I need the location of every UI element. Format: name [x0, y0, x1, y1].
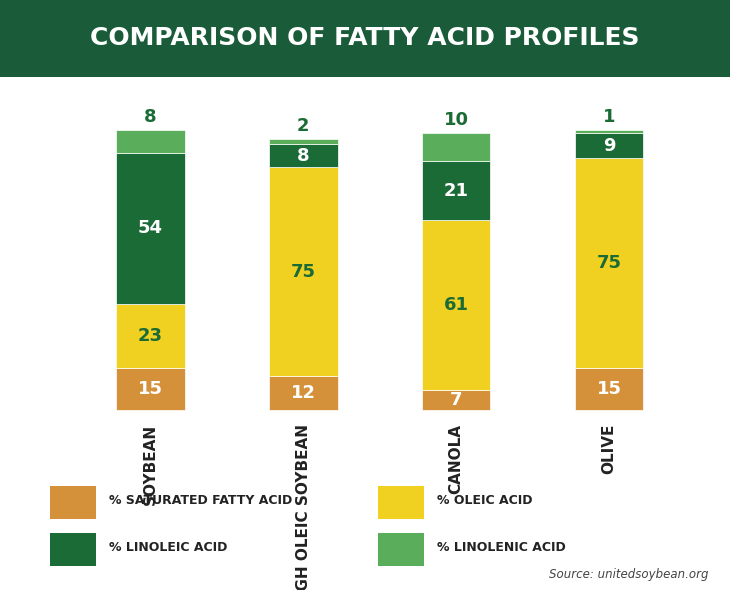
Text: HIGH OLEIC SOYBEAN: HIGH OLEIC SOYBEAN [296, 424, 311, 590]
Text: % LINOLENIC ACID: % LINOLENIC ACID [437, 541, 566, 554]
Bar [422, 161, 491, 220]
Text: COMPARISON OF FATTY ACID PROFILES: COMPARISON OF FATTY ACID PROFILES [91, 27, 639, 50]
Text: 75: 75 [291, 263, 315, 281]
Text: 10: 10 [444, 111, 469, 129]
Text: 12: 12 [291, 384, 315, 402]
Bar [269, 139, 337, 145]
Bar [116, 304, 185, 368]
Text: 7: 7 [450, 391, 462, 409]
Text: OLIVE: OLIVE [602, 424, 617, 474]
FancyBboxPatch shape [50, 486, 96, 519]
Bar [269, 167, 337, 376]
Text: 15: 15 [596, 380, 621, 398]
Bar [575, 158, 643, 368]
Text: 15: 15 [138, 380, 163, 398]
FancyBboxPatch shape [378, 486, 424, 519]
Text: 23: 23 [138, 327, 163, 345]
Text: % LINOLEIC ACID: % LINOLEIC ACID [109, 541, 227, 554]
FancyBboxPatch shape [378, 533, 424, 566]
Text: % SATURATED FATTY ACID: % SATURATED FATTY ACID [109, 494, 292, 507]
Bar [422, 133, 491, 161]
Text: 54: 54 [138, 219, 163, 237]
Bar [422, 220, 491, 391]
Text: 8: 8 [297, 146, 310, 165]
Text: % OLEIC ACID: % OLEIC ACID [437, 494, 533, 507]
Bar [575, 368, 643, 410]
Text: 21: 21 [444, 182, 469, 199]
Text: Source: unitedsoybean.org: Source: unitedsoybean.org [549, 568, 708, 581]
Text: 9: 9 [603, 137, 615, 155]
Bar [269, 376, 337, 410]
Bar [269, 145, 337, 167]
Bar [116, 130, 185, 153]
Text: 8: 8 [144, 108, 156, 126]
Bar [116, 368, 185, 410]
Bar [422, 391, 491, 410]
Text: CANOLA: CANOLA [448, 424, 464, 494]
Bar [116, 153, 185, 304]
Bar [575, 133, 643, 158]
Text: 1: 1 [603, 108, 615, 126]
Text: 2: 2 [297, 117, 310, 135]
Text: SOYBEAN: SOYBEAN [142, 424, 158, 505]
FancyBboxPatch shape [50, 533, 96, 566]
Text: 75: 75 [596, 254, 621, 272]
Text: 61: 61 [444, 296, 469, 314]
Bar [575, 130, 643, 133]
